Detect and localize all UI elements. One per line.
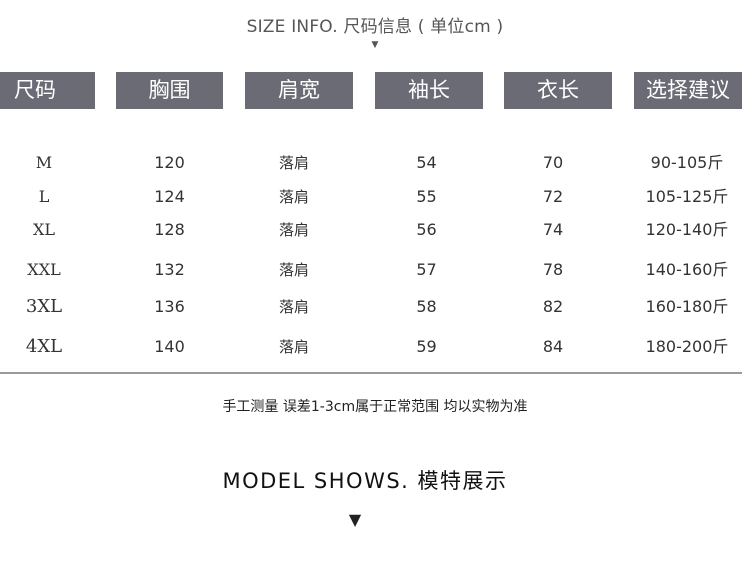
table-row: M 120 落肩 54 70 90-105斤: [0, 148, 750, 178]
size-cell: L: [38, 187, 50, 206]
shoulder-cell: 落肩: [278, 188, 309, 206]
length-cell: 74: [542, 220, 564, 239]
size-cell: XXL: [27, 260, 61, 279]
shoulder-cell: 落肩: [278, 154, 309, 172]
shoulder-cell: 落肩: [278, 338, 309, 356]
advice-cell: 180-200斤: [645, 337, 729, 356]
table-divider: [0, 372, 742, 374]
header-sleeve: 袖长: [375, 72, 483, 109]
sleeve-cell: 59: [416, 337, 437, 356]
down-triangle-icon: ▼: [348, 510, 362, 529]
size-cell: M: [35, 153, 53, 172]
length-cell: 70: [542, 153, 564, 172]
chest-cell: 132: [154, 260, 185, 279]
size-cell: XL: [32, 220, 55, 239]
header-size: 尺码: [0, 72, 95, 109]
header-advice: 选择建议: [634, 72, 742, 109]
table-row: XL 128 落肩 56 74 120-140斤: [0, 215, 750, 245]
chest-cell: 124: [154, 187, 185, 206]
table-row: L 124 落肩 55 72 105-125斤: [0, 182, 750, 212]
down-triangle-small-icon: ▼: [371, 40, 379, 50]
size-cell: 4XL: [25, 336, 63, 357]
advice-cell: 90-105斤: [650, 153, 724, 172]
header-shoulder: 肩宽: [245, 72, 353, 109]
size-cell: 3XL: [25, 296, 63, 317]
length-cell: 82: [542, 297, 564, 316]
sleeve-cell: 57: [416, 260, 437, 279]
shoulder-cell: 落肩: [278, 261, 309, 279]
chest-cell: 120: [154, 153, 185, 172]
advice-cell: 105-125斤: [645, 187, 729, 206]
header-chest: 胸围: [116, 72, 223, 109]
advice-cell: 120-140斤: [645, 220, 729, 239]
advice-cell: 160-180斤: [645, 297, 729, 316]
chest-cell: 136: [154, 297, 185, 316]
table-row: XXL 132 落肩 57 78 140-160斤: [0, 255, 750, 285]
table-row: 4XL 140 落肩 59 84 180-200斤: [0, 332, 750, 362]
chest-cell: 128: [154, 220, 185, 239]
sleeve-cell: 56: [416, 220, 437, 239]
shoulder-cell: 落肩: [278, 298, 309, 316]
length-cell: 72: [542, 187, 564, 206]
sleeve-cell: 55: [416, 187, 437, 206]
table-row: 3XL 136 落肩 58 82 160-180斤: [0, 292, 750, 322]
header-length: 衣长: [504, 72, 612, 109]
size-info-title: SIZE INFO. 尺码信息 ( 单位cm ): [246, 17, 504, 37]
length-cell: 84: [542, 337, 564, 356]
length-cell: 78: [542, 260, 564, 279]
shoulder-cell: 落肩: [278, 221, 309, 239]
sleeve-cell: 54: [416, 153, 437, 172]
model-shows-title: MODEL SHOWS. 模特展示: [222, 469, 508, 493]
measurement-note: 手工测量 误差1-3cm属于正常范围 均以实物为准: [222, 399, 528, 415]
advice-cell: 140-160斤: [645, 260, 729, 279]
sleeve-cell: 58: [416, 297, 437, 316]
chest-cell: 140: [154, 337, 185, 356]
